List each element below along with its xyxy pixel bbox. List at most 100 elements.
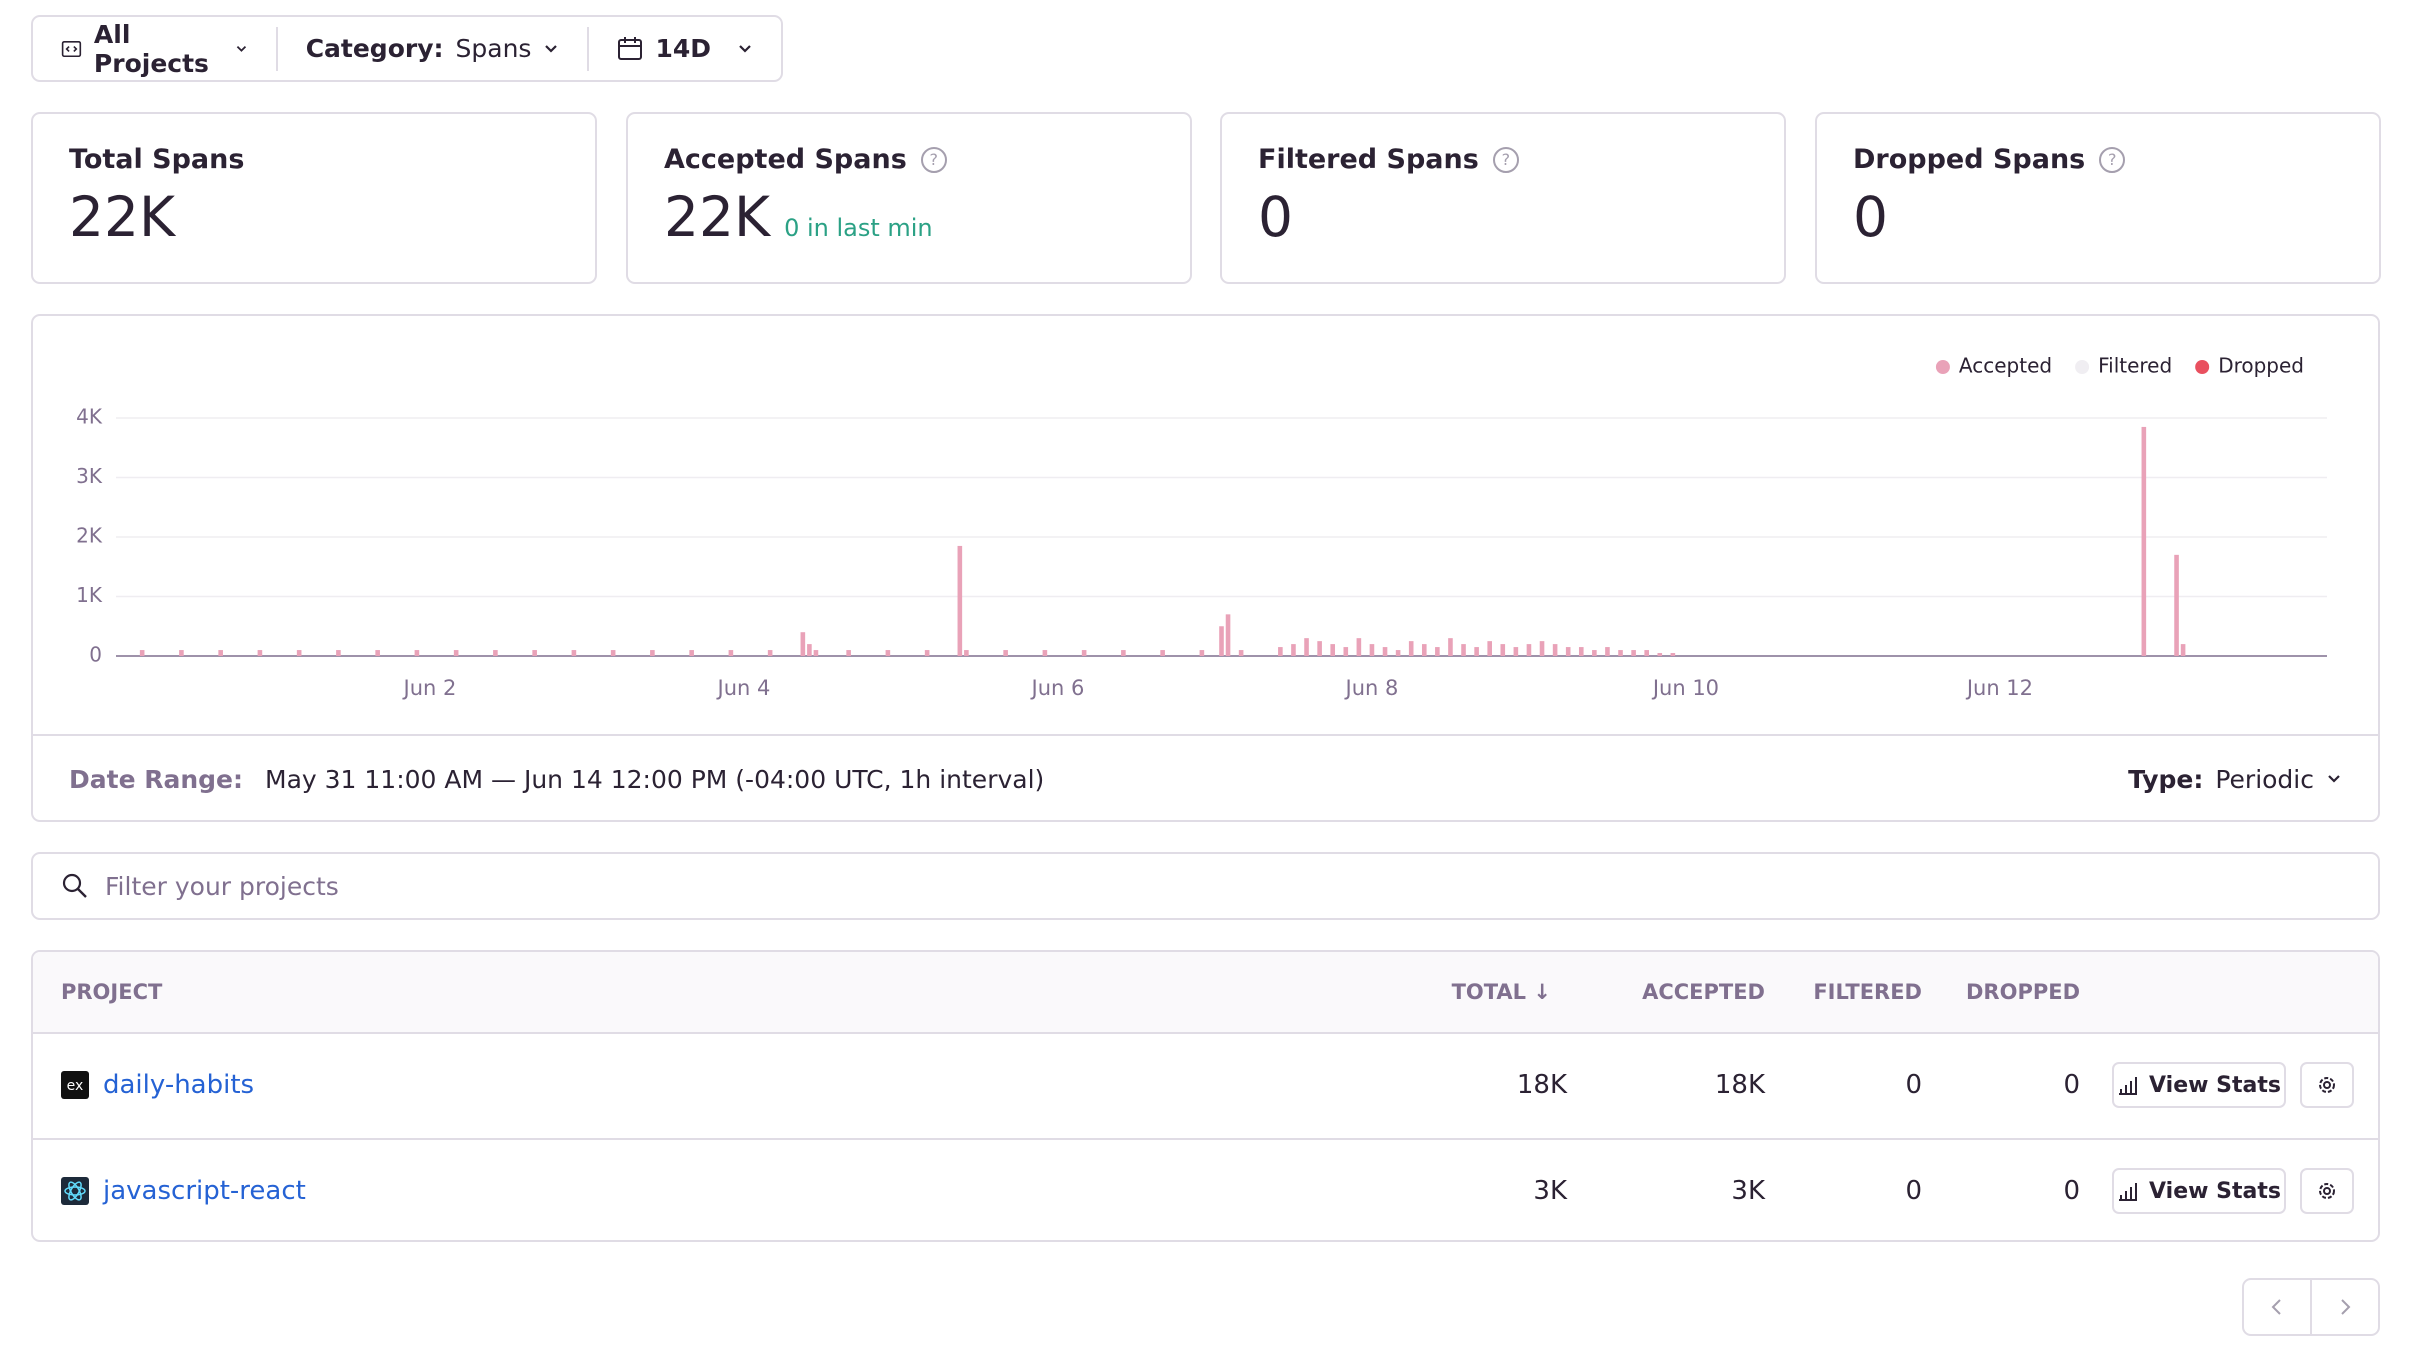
bar <box>1605 647 1610 656</box>
bar <box>2180 644 2186 656</box>
card-title: Total Spans <box>69 144 245 175</box>
legend-swatch <box>1935 360 1950 374</box>
help-icon[interactable]: ? <box>2099 146 2126 173</box>
bar <box>1003 650 1008 656</box>
bar <box>1081 650 1087 656</box>
category-filter[interactable]: Category: Spans <box>275 26 588 71</box>
bar <box>1225 614 1231 656</box>
bar <box>1578 647 1584 656</box>
bar <box>1408 641 1414 656</box>
chevron-left <box>2271 1299 2281 1315</box>
bar <box>813 650 819 656</box>
project-link[interactable]: javascript-react <box>103 1176 306 1206</box>
bar <box>453 650 459 656</box>
bar <box>957 545 963 656</box>
cell-total: 18K <box>1516 1070 1567 1100</box>
card-subtext: 0 in last min <box>784 214 933 242</box>
next-page[interactable] <box>2312 1280 2378 1334</box>
y-tick-label: 1K <box>76 583 103 607</box>
bar <box>375 650 380 656</box>
settings-button[interactable] <box>2300 1062 2354 1108</box>
bar <box>493 650 498 656</box>
bar <box>964 650 969 656</box>
y-tick-label: 4K <box>76 405 103 429</box>
stats-icon <box>2119 1077 2138 1095</box>
bar <box>1238 650 1244 656</box>
bar <box>1657 653 1663 656</box>
cell-dropped: 0 <box>2063 1070 2080 1100</box>
search-placeholder: Filter your projects <box>105 871 339 901</box>
x-tick-label: Jun 2 <box>402 676 457 700</box>
bar <box>1565 647 1571 656</box>
project-filter-label: All Projects <box>93 19 209 78</box>
bar <box>2141 426 2147 656</box>
settings-button[interactable] <box>2300 1168 2354 1214</box>
bar <box>610 650 616 656</box>
period-filter[interactable]: 14D <box>587 26 781 71</box>
column-header: PROJECT <box>61 980 163 1004</box>
bar <box>1461 644 1466 656</box>
chevron <box>236 45 246 52</box>
svg-text:ex: ex <box>67 1078 84 1094</box>
chevron <box>739 44 751 53</box>
column-header: DROPPED <box>1965 980 2080 1004</box>
bar <box>1369 644 1375 656</box>
card-title: Dropped Spans <box>1853 144 2086 175</box>
legend-swatch <box>2075 360 2090 374</box>
bar <box>1291 644 1296 656</box>
x-tick-label: Jun 6 <box>1030 676 1085 700</box>
bar <box>179 650 184 656</box>
view-stats-button[interactable]: View Stats <box>2112 1062 2286 1108</box>
project-filter[interactable]: All Projects <box>33 17 276 80</box>
stat-card: Accepted Spans? 22K 0 in last min <box>626 112 1192 284</box>
filter-bar: All Projects Category: Spans 14D <box>31 15 783 82</box>
help-icon[interactable]: ? <box>1492 146 1519 173</box>
help-icon[interactable]: ? <box>920 146 947 173</box>
bar <box>1618 650 1623 656</box>
button-label: View Stats <box>2149 1178 2281 1204</box>
bar <box>689 650 694 656</box>
bar <box>846 650 851 656</box>
bar <box>1278 647 1283 656</box>
view-stats-button[interactable]: View Stats <box>2112 1168 2286 1214</box>
card-title: Filtered Spans <box>1258 144 1479 175</box>
bar <box>257 650 263 656</box>
bar <box>2174 554 2179 656</box>
type-value[interactable]: Periodic <box>2215 764 2314 794</box>
chevron <box>2328 775 2340 783</box>
cell-dropped: 0 <box>2063 1176 2080 1206</box>
bar <box>1670 653 1676 656</box>
prev-page[interactable] <box>2244 1280 2312 1334</box>
bar <box>1513 647 1519 656</box>
card-value: 22K <box>69 185 176 249</box>
date-range-value: May 31 11:00 AM — Jun 14 12:00 PM (-04:0… <box>265 764 1045 794</box>
bar <box>1330 644 1336 656</box>
legend-label: Dropped <box>2218 354 2304 378</box>
button-label: View Stats <box>2149 1072 2281 1098</box>
stat-card: Total Spans 22K <box>31 112 597 284</box>
project-link[interactable]: daily-habits <box>103 1070 255 1100</box>
category-value: Spans <box>455 34 532 63</box>
y-tick-label: 3K <box>76 464 103 488</box>
bar <box>1487 641 1492 656</box>
bar <box>1121 650 1126 656</box>
y-tick-label: 0 <box>89 643 102 667</box>
cell-filtered: 0 <box>1905 1176 1922 1206</box>
category-label: Category: <box>305 34 444 63</box>
card-title: Accepted Spans <box>664 144 907 175</box>
bar <box>1382 647 1388 656</box>
bar <box>1343 647 1349 656</box>
bar <box>1552 644 1558 656</box>
bar <box>650 650 655 656</box>
gear-icon <box>2319 1077 2335 1093</box>
column-header[interactable]: TOTAL ↓ <box>1451 980 1551 1004</box>
x-tick-label: Jun 4 <box>716 676 771 700</box>
bar <box>1199 650 1205 656</box>
bar <box>1356 638 1362 656</box>
column-header-text: TOTAL <box>1451 980 1527 1004</box>
pagination <box>2242 1278 2380 1336</box>
search-box[interactable]: Filter your projects <box>31 852 2380 920</box>
chevron-right <box>2341 1299 2351 1315</box>
platform-icon: ex <box>61 1071 89 1099</box>
